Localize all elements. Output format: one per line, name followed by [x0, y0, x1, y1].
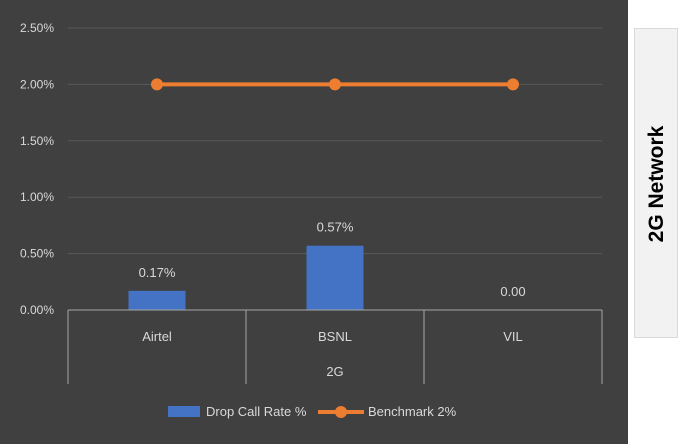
bar: [306, 245, 364, 310]
side-panel: 2G Network: [634, 28, 678, 338]
x-tick-label: BSNL: [318, 329, 352, 344]
legend-label: Benchmark 2%: [368, 404, 457, 419]
legend-swatch-marker: [335, 406, 347, 418]
benchmark-point: [507, 78, 519, 91]
y-tick-label: 0.50%: [20, 247, 54, 261]
bar: [128, 290, 186, 310]
y-axis-ticks: 0.00% 0.50% 1.00% 1.50% 2.00% 2.50%: [20, 21, 54, 317]
data-label: 0.17%: [139, 265, 176, 280]
side-label: 2G Network: [645, 125, 668, 243]
chart-background: [0, 0, 628, 444]
y-tick-label: 2.00%: [20, 77, 54, 91]
legend-swatch-bar: [168, 406, 200, 417]
data-label: 0.00: [500, 284, 525, 299]
data-label: 0.57%: [317, 220, 354, 235]
x-tick-label: Airtel: [142, 329, 172, 344]
legend: Drop Call Rate % Benchmark 2%: [168, 404, 457, 419]
y-tick-label: 2.50%: [20, 21, 54, 35]
chart: 0.00% 0.50% 1.00% 1.50% 2.00% 2.50% 0.17% 0.57…: [0, 0, 628, 444]
category-axis: Airtel BSNL VIL 2G: [67, 309, 603, 384]
y-tick-label: 1.00%: [20, 190, 54, 204]
benchmark-point: [151, 78, 163, 91]
x-tick-label: VIL: [503, 329, 523, 344]
benchmark-point: [329, 78, 341, 91]
group-label: 2G: [326, 364, 343, 379]
legend-label: Drop Call Rate %: [206, 404, 307, 419]
line-series: [151, 78, 519, 91]
bar-series: 0.17% 0.57% 0.00: [128, 220, 526, 310]
y-tick-label: 1.50%: [20, 134, 54, 148]
y-tick-label: 0.00%: [20, 303, 54, 317]
